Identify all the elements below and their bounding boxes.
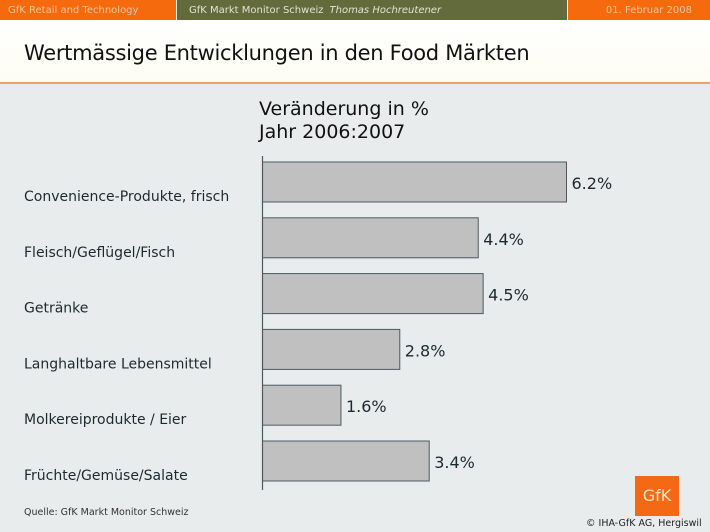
bar: [262, 217, 479, 259]
source-note: Quelle: GfK Markt Monitor Schweiz: [24, 507, 189, 518]
bar-value-label: 1.6%: [346, 397, 387, 416]
category-label: Langhaltbare Lebensmittel: [24, 356, 212, 372]
bar-value-label: 6.2%: [572, 174, 613, 193]
chart-title-line2: Jahr 2006:2007: [259, 121, 406, 143]
bar-value-label: 2.8%: [405, 341, 446, 360]
bar: [262, 440, 430, 482]
header-author: Thomas Hochreutener: [329, 5, 442, 16]
bar-value-label: 4.4%: [483, 230, 524, 249]
bar: [262, 273, 484, 315]
header-date: 01. Februar 2008: [568, 0, 710, 20]
bar: [262, 328, 401, 370]
page-title: Wertmässige Entwicklungen in den Food Mä…: [24, 41, 530, 65]
bar-value-label: 4.5%: [488, 286, 529, 305]
gfk-logo: GfK: [635, 476, 679, 516]
chart-title: Veränderung in % Jahr 2006:2007: [259, 98, 429, 144]
category-label: Molkereiprodukte / Eier: [24, 412, 187, 428]
category-label: Früchte/Gemüse/Salate: [24, 468, 188, 484]
category-label: Getränke: [24, 301, 88, 317]
category-label: Convenience-Produkte, frisch: [24, 189, 229, 205]
bar: [262, 161, 567, 203]
copyright-note: © IHA-GfK AG, Hergiswil: [586, 518, 702, 529]
bar-chart: 6.2% Convenience-Produkte, frisch 4.4% Flei…: [24, 156, 613, 490]
title-divider: [0, 82, 710, 84]
header-publication-name: GfK Markt Monitor Schweiz: [189, 5, 324, 16]
category-label: Fleisch/Geflügel/Fisch: [24, 245, 175, 261]
bar-value-label: 3.4%: [434, 453, 475, 472]
header-company: GfK Retail and Technology: [0, 0, 176, 20]
title-bar: Wertmässige Entwicklungen in den Food Mä…: [0, 20, 710, 82]
header-publication: GfK Markt Monitor Schweiz Thomas Hochreut…: [177, 0, 567, 20]
bar: [262, 384, 342, 426]
header-bar: GfK Retail and Technology GfK Markt Moni…: [0, 0, 710, 20]
chart-title-line1: Veränderung in %: [259, 98, 429, 120]
